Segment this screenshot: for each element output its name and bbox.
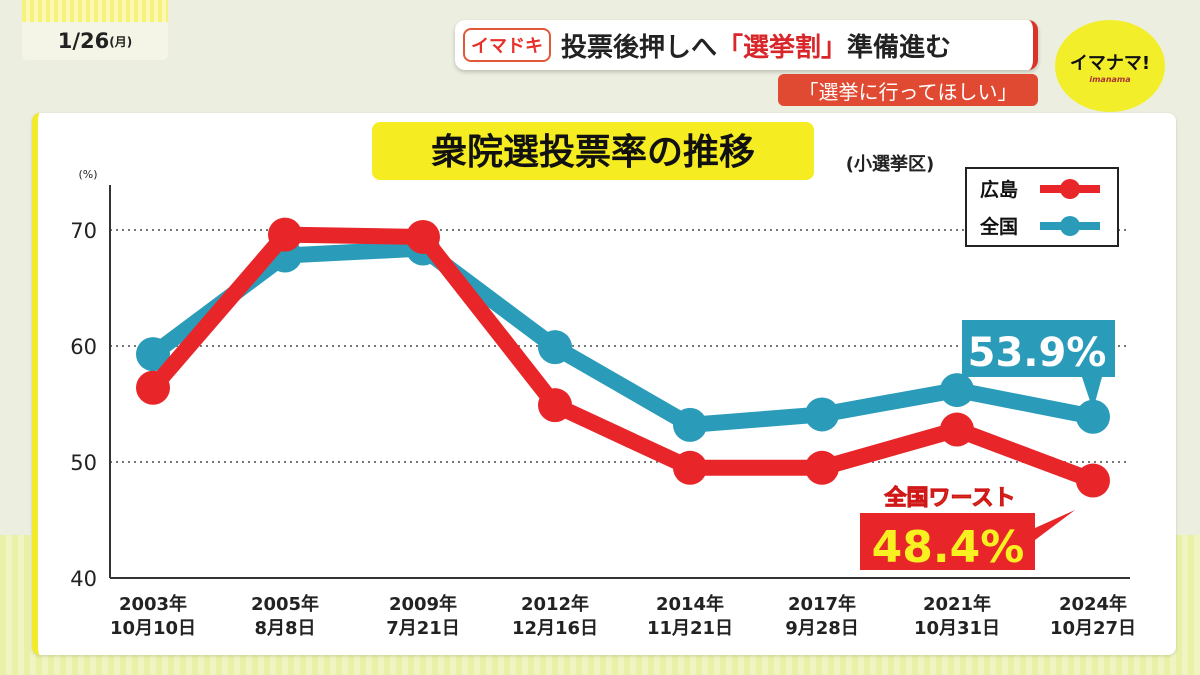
data-point (940, 412, 974, 447)
data-point (136, 370, 170, 405)
national-last-value: 53.9% (968, 330, 1107, 376)
hiroshima-last-value: 48.4% (872, 522, 1025, 573)
x-tick-date: 9月28日 (785, 618, 859, 639)
series-line (146, 226, 1096, 489)
subheadline: 「選挙に行ってほしい」 (778, 74, 1038, 106)
legend-label: 全国 (979, 215, 1018, 238)
data-point (268, 217, 302, 252)
weekday: (月) (109, 34, 133, 49)
x-tick-date: 11月21日 (647, 618, 733, 639)
date-decoration (22, 0, 168, 22)
headline-pre: 投票後押しへ (561, 32, 718, 63)
data-point (538, 388, 572, 423)
x-tick-date: 12月16日 (512, 618, 598, 639)
series-line (148, 240, 1095, 433)
x-tick-date: 10月10日 (110, 618, 196, 639)
data-point (805, 397, 839, 432)
data-point (673, 407, 707, 442)
y-axis-label: (%) (78, 168, 97, 181)
data-point (136, 337, 170, 372)
show-logo-text: イマナマ! (1069, 52, 1151, 74)
series-national (136, 231, 1110, 442)
hiroshima-worst-tag: 全国ワースト (884, 485, 1016, 511)
show-logo: イマナマ! imanama (1055, 20, 1165, 112)
legend-swatch-dot (1060, 179, 1080, 199)
headline-bar: イマドキ 投票後押しへ 「選挙割」 準備進む (455, 20, 1038, 70)
y-tick-label: 70 (70, 219, 97, 243)
x-tick-year: 2009年 (389, 593, 457, 615)
series-hiroshima (136, 217, 1110, 498)
data-point (1076, 463, 1110, 498)
data-point (406, 219, 440, 254)
x-tick-year: 2017年 (788, 593, 856, 615)
x-tick-year: 2021年 (923, 593, 991, 615)
show-logo-sub: imanama (1089, 74, 1131, 84)
national-callout (962, 320, 1115, 410)
headline-post: 準備進む (847, 32, 952, 63)
date: 1/26 (57, 29, 110, 53)
data-point (538, 330, 572, 365)
x-tick-year: 2012年 (521, 593, 589, 615)
date-badge: 1/26 (月) (22, 22, 168, 60)
hiroshima-callout (860, 510, 1075, 570)
y-tick-label: 50 (70, 451, 97, 475)
data-point (805, 450, 839, 485)
data-point (1076, 399, 1110, 434)
headline-red: 「選挙割」 (717, 32, 848, 63)
x-tick-date: 8月8日 (254, 618, 315, 639)
x-tick-year: 2005年 (251, 593, 319, 615)
corner-logo: イマドキ (463, 28, 551, 62)
x-tick-year: 2024年 (1059, 593, 1127, 615)
y-tick-label: 40 (70, 567, 97, 591)
x-tick-date: 10月27日 (1050, 618, 1136, 639)
chart-subtitle: (小選挙区) (846, 153, 934, 175)
title-badge (372, 122, 814, 180)
legend-swatch-dot (1060, 216, 1080, 236)
legend-label: 広島 (980, 178, 1018, 201)
x-tick-date: 10月31日 (914, 618, 1000, 639)
x-tick-year: 2003年 (119, 593, 187, 615)
data-point (673, 450, 707, 485)
x-tick-year: 2014年 (656, 593, 724, 615)
chart-title: 衆院選投票率の推移 (431, 132, 755, 173)
data-point (940, 373, 974, 408)
y-tick-label: 60 (70, 335, 97, 359)
x-tick-date: 7月21日 (386, 618, 460, 639)
